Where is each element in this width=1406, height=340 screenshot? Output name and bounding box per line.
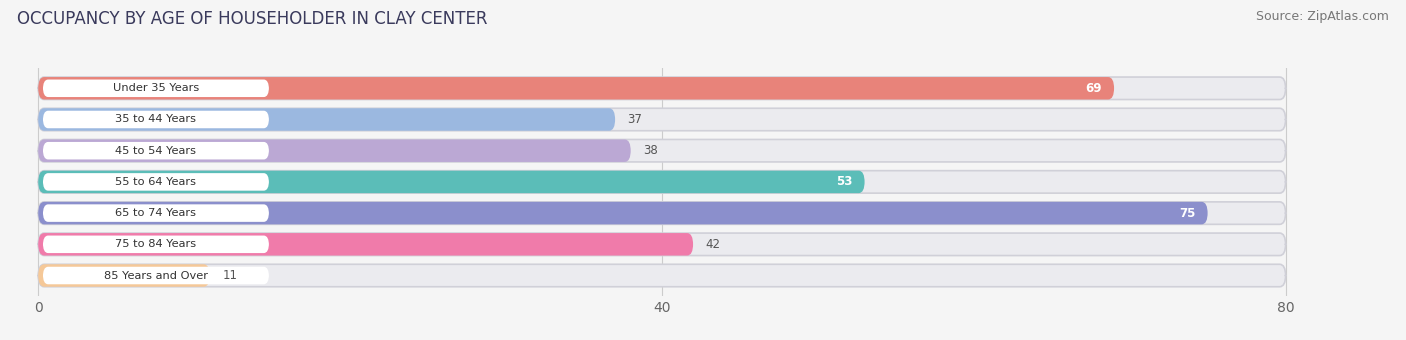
Text: 45 to 54 Years: 45 to 54 Years xyxy=(115,146,197,156)
Text: OCCUPANCY BY AGE OF HOUSEHOLDER IN CLAY CENTER: OCCUPANCY BY AGE OF HOUSEHOLDER IN CLAY … xyxy=(17,10,488,28)
FancyBboxPatch shape xyxy=(38,202,1285,224)
FancyBboxPatch shape xyxy=(38,139,1285,162)
FancyBboxPatch shape xyxy=(44,267,269,284)
Text: Under 35 Years: Under 35 Years xyxy=(112,83,200,93)
Text: 85 Years and Over: 85 Years and Over xyxy=(104,271,208,280)
Text: 75: 75 xyxy=(1178,207,1195,220)
FancyBboxPatch shape xyxy=(44,204,269,222)
FancyBboxPatch shape xyxy=(44,80,269,97)
FancyBboxPatch shape xyxy=(38,108,616,131)
FancyBboxPatch shape xyxy=(38,233,1285,256)
Text: 53: 53 xyxy=(835,175,852,188)
FancyBboxPatch shape xyxy=(44,173,269,191)
Text: 38: 38 xyxy=(643,144,658,157)
FancyBboxPatch shape xyxy=(44,111,269,128)
FancyBboxPatch shape xyxy=(38,264,209,287)
FancyBboxPatch shape xyxy=(38,139,631,162)
FancyBboxPatch shape xyxy=(38,171,1285,193)
Text: 35 to 44 Years: 35 to 44 Years xyxy=(115,115,197,124)
Text: 55 to 64 Years: 55 to 64 Years xyxy=(115,177,197,187)
Text: 69: 69 xyxy=(1085,82,1102,95)
FancyBboxPatch shape xyxy=(38,77,1114,100)
Text: 37: 37 xyxy=(627,113,643,126)
FancyBboxPatch shape xyxy=(38,202,1208,224)
FancyBboxPatch shape xyxy=(38,108,1285,131)
Text: 65 to 74 Years: 65 to 74 Years xyxy=(115,208,197,218)
Text: 75 to 84 Years: 75 to 84 Years xyxy=(115,239,197,249)
FancyBboxPatch shape xyxy=(38,264,1285,287)
FancyBboxPatch shape xyxy=(38,233,693,256)
FancyBboxPatch shape xyxy=(44,142,269,159)
Text: 11: 11 xyxy=(222,269,238,282)
Text: 42: 42 xyxy=(706,238,720,251)
FancyBboxPatch shape xyxy=(38,171,865,193)
FancyBboxPatch shape xyxy=(44,236,269,253)
Text: Source: ZipAtlas.com: Source: ZipAtlas.com xyxy=(1256,10,1389,23)
FancyBboxPatch shape xyxy=(38,77,1285,100)
